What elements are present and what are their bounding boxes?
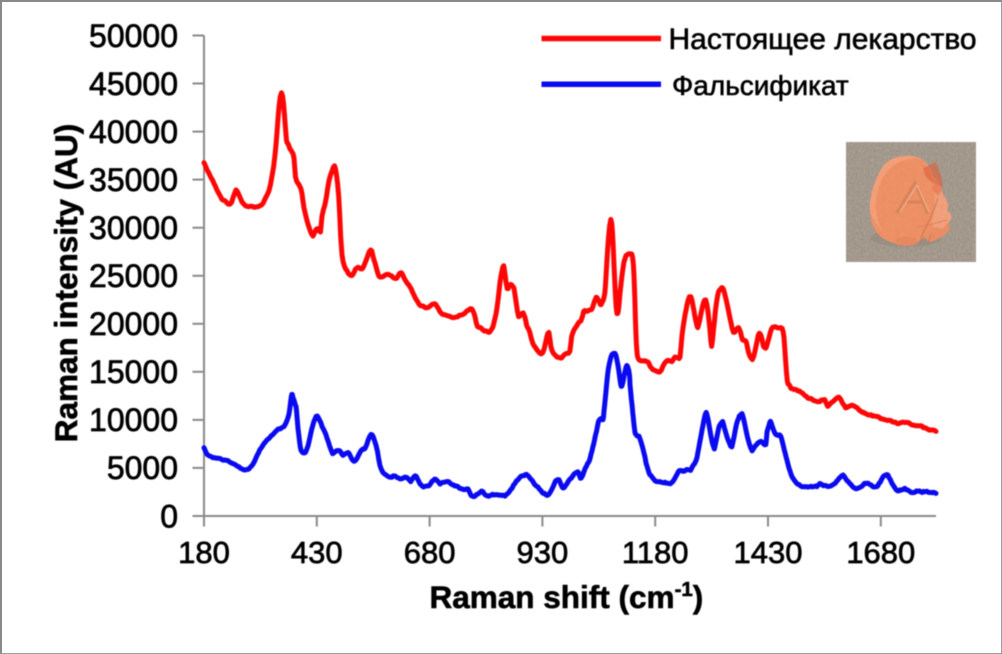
svg-text:20000: 20000	[89, 306, 178, 342]
svg-text:30000: 30000	[89, 210, 178, 246]
svg-text:1430: 1430	[734, 535, 803, 570]
svg-text:680: 680	[404, 535, 456, 570]
svg-text:430: 430	[291, 535, 343, 570]
svg-text:5000: 5000	[107, 450, 178, 486]
svg-text:0: 0	[160, 498, 178, 534]
svg-text:Фальсификат: Фальсификат	[672, 70, 849, 101]
svg-text:25000: 25000	[89, 258, 178, 294]
svg-text:45000: 45000	[89, 66, 178, 102]
svg-text:930: 930	[517, 535, 569, 570]
svg-text:1180: 1180	[622, 535, 689, 570]
svg-text:50000: 50000	[89, 18, 178, 54]
svg-text:Raman intensity (AU): Raman intensity (AU)	[48, 124, 84, 443]
svg-text:1680: 1680	[846, 535, 915, 570]
svg-text:15000: 15000	[89, 354, 178, 390]
svg-text:180: 180	[178, 535, 230, 570]
svg-text:Raman shift (cm-1): Raman shift (cm-1)	[430, 578, 704, 615]
svg-text:Настоящее лекарство: Настоящее лекарство	[669, 23, 977, 56]
svg-text:10000: 10000	[89, 402, 178, 438]
svg-text:40000: 40000	[89, 114, 178, 150]
svg-text:35000: 35000	[89, 162, 178, 198]
